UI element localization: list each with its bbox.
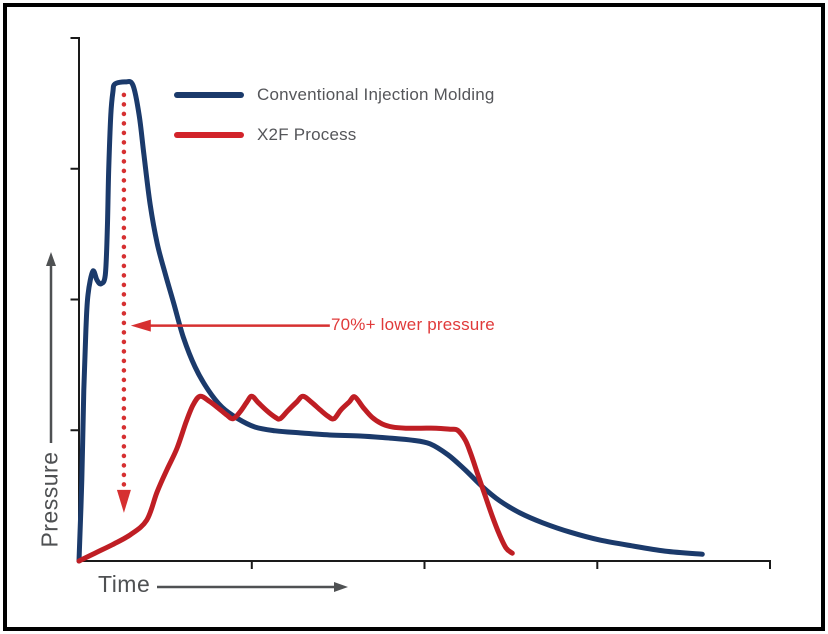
x-axis-label-time: Time bbox=[98, 571, 151, 597]
legend-item-x2f: X2F Process bbox=[174, 124, 495, 146]
lower-pressure-arrowhead-icon bbox=[130, 319, 151, 332]
time-direction-arrow-icon bbox=[157, 582, 348, 592]
legend-label-x2f: X2F Process bbox=[257, 125, 357, 144]
curves-layer bbox=[76, 79, 705, 564]
lower-pressure-annotation: 70%+ lower pressure bbox=[331, 315, 495, 334]
legend-label-conventional: Conventional Injection Molding bbox=[257, 85, 495, 104]
series-x2f-process bbox=[76, 393, 515, 564]
conventional-line-swatch-icon bbox=[174, 92, 244, 98]
legend: Conventional Injection Molding X2F Proce… bbox=[174, 84, 495, 164]
chart-frame: Conventional Injection Molding X2F Proce… bbox=[3, 3, 825, 631]
legend-item-conventional: Conventional Injection Molding bbox=[174, 84, 495, 106]
drop-arrowhead-icon bbox=[116, 489, 131, 513]
y-axis-label-pressure: Pressure bbox=[36, 451, 63, 548]
x2f-line-swatch-icon bbox=[174, 132, 244, 138]
annotation-arrows-layer bbox=[116, 92, 330, 513]
series-conventional-injection-molding bbox=[76, 79, 705, 564]
pressure-direction-arrow-icon bbox=[46, 252, 56, 443]
